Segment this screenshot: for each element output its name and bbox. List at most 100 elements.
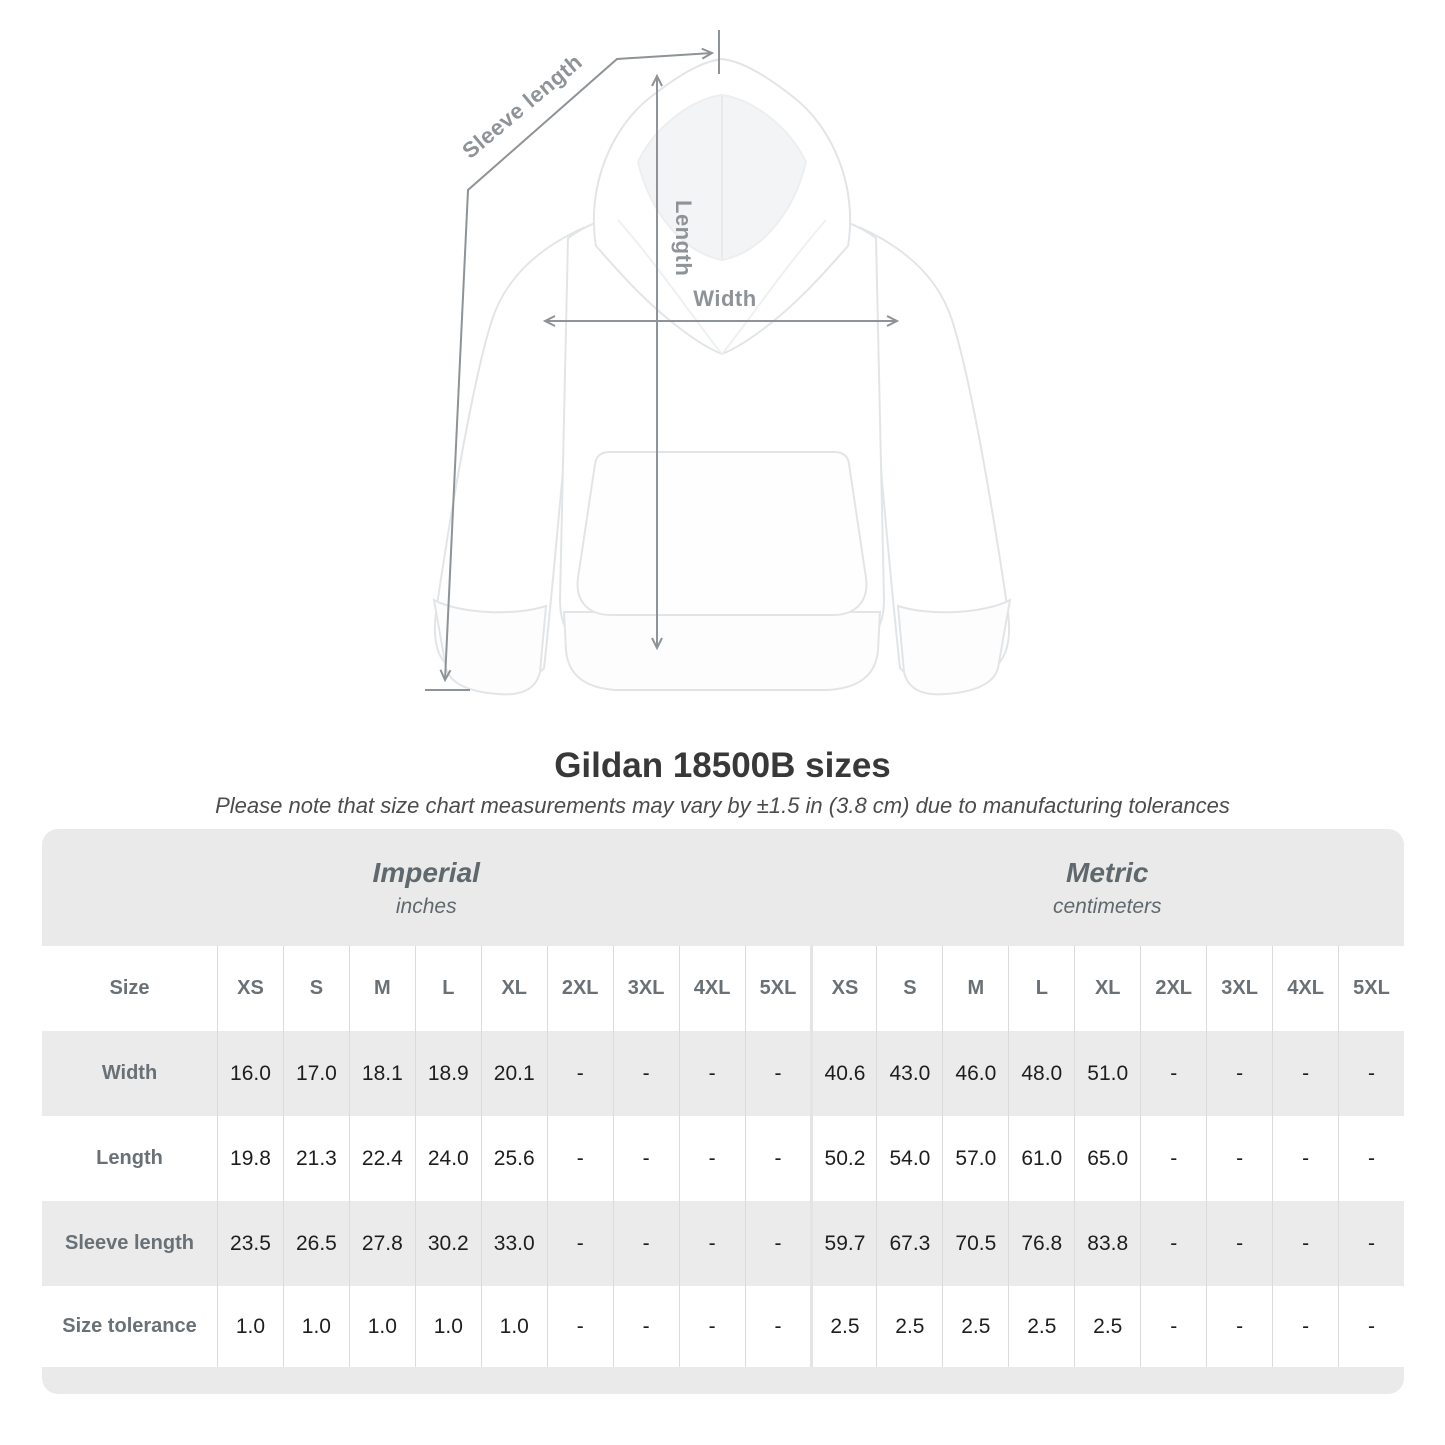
- cell-width-imperial-m: 18.1: [348, 1031, 415, 1116]
- cell-size-tolerance-metric-4xl: -: [1272, 1286, 1338, 1367]
- cell-sleeve-length-metric-l: 76.8: [1008, 1201, 1074, 1286]
- cell-size-tolerance-imperial-s: 1.0: [282, 1286, 349, 1367]
- cell-size-tolerance-imperial-xl: 1.0: [480, 1286, 547, 1367]
- cell-length-metric-m: 57.0: [942, 1116, 1008, 1201]
- cell-sleeve-length-metric-4xl: -: [1272, 1201, 1338, 1286]
- cell-sleeve-length-metric-3xl: -: [1206, 1201, 1272, 1286]
- cell-length-imperial-2xl: -: [546, 1116, 613, 1201]
- cell-length-imperial-l: 24.0: [414, 1116, 481, 1201]
- row-label-sleeve-length: Sleeve length: [65, 1232, 194, 1254]
- cell-width-metric-xs: 40.6: [810, 1031, 876, 1116]
- size-header-metric-m: M: [942, 946, 1008, 1031]
- table-row-size-tolerance: Size tolerance 1.0 1.0 1.0 1.0 1.0- - - -2.5 2.5 2…: [42, 1286, 1404, 1367]
- cell-length-metric-xs: 50.2: [810, 1116, 876, 1201]
- cell-length-imperial-s: 21.3: [282, 1116, 349, 1201]
- cell-width-metric-4xl: -: [1272, 1031, 1338, 1116]
- cell-size-tolerance-imperial-m: 1.0: [348, 1286, 415, 1367]
- size-header-metric-2xl: 2XL: [1140, 946, 1206, 1031]
- cell-length-imperial-3xl: -: [612, 1116, 679, 1201]
- cell-size-tolerance-metric-m: 2.5: [942, 1286, 1008, 1367]
- metric-sublabel: centimeters: [1052, 894, 1162, 918]
- cell-sleeve-length-metric-2xl: -: [1140, 1201, 1206, 1286]
- size-header-imperial-5xl: 5XL: [744, 946, 811, 1031]
- row-label-length: Length: [96, 1147, 163, 1169]
- row-label-width: Width: [101, 1062, 158, 1084]
- cell-width-imperial-l: 18.9: [414, 1031, 481, 1116]
- table-row-length: Length 19.8 21.3 22.4 24.0 25.6- - - -50.2 54.0 57…: [42, 1116, 1404, 1201]
- cell-width-metric-s: 43.0: [876, 1031, 942, 1116]
- cell-sleeve-length-metric-m: 70.5: [942, 1201, 1008, 1286]
- hoodie-shape: [432, 57, 1012, 696]
- cell-sleeve-length-imperial-5xl: -: [744, 1201, 811, 1286]
- width-arrow-label: Width: [693, 286, 756, 311]
- cell-sleeve-length-metric-5xl: -: [1338, 1201, 1404, 1286]
- size-header-metric-xs: XS: [810, 946, 876, 1031]
- cell-sleeve-length-imperial-3xl: -: [612, 1201, 679, 1286]
- measurement-arrows: [425, 30, 900, 691]
- size-header-row: Size XS S M L XL 2XL 3XL 4XL 5XL XS S M L XL 2XL 3XL 4XL…: [42, 946, 1404, 1031]
- sleeve-length-arrow: [439, 47, 715, 683]
- size-header-metric-5xl: 5XL: [1338, 946, 1404, 1031]
- length-arrow-label: Length: [671, 200, 696, 276]
- cell-size-tolerance-metric-3xl: -: [1206, 1286, 1272, 1367]
- cell-sleeve-length-metric-xs: 59.7: [810, 1201, 876, 1286]
- size-header-imperial-m: M: [348, 946, 415, 1031]
- cell-width-metric-m: 46.0: [942, 1031, 1008, 1116]
- cell-width-imperial-s: 17.0: [282, 1031, 349, 1116]
- cell-length-metric-3xl: -: [1206, 1116, 1272, 1201]
- cell-width-imperial-3xl: -: [612, 1031, 679, 1116]
- size-header-metric-3xl: 3XL: [1206, 946, 1272, 1031]
- size-header-metric-s: S: [876, 946, 942, 1031]
- size-header-imperial-3xl: 3XL: [612, 946, 679, 1031]
- unit-header-row: Imperial inches Metric centimeters: [42, 829, 1404, 946]
- cell-length-metric-xl: 65.0: [1074, 1116, 1140, 1201]
- unit-group-metric: Metric centimeters: [811, 829, 1405, 946]
- cell-length-imperial-xl: 25.6: [480, 1116, 547, 1201]
- cell-size-tolerance-imperial-2xl: -: [546, 1286, 613, 1367]
- cell-width-imperial-2xl: -: [546, 1031, 613, 1116]
- cell-size-tolerance-metric-s: 2.5: [876, 1286, 942, 1367]
- cell-size-tolerance-metric-xl: 2.5: [1074, 1286, 1140, 1367]
- cell-size-tolerance-metric-l: 2.5: [1008, 1286, 1074, 1367]
- metric-label: Metric: [1066, 856, 1149, 888]
- cell-sleeve-length-imperial-2xl: -: [546, 1201, 613, 1286]
- size-header-imperial-s: S: [282, 946, 349, 1031]
- cell-size-tolerance-imperial-5xl: -: [744, 1286, 811, 1367]
- cell-size-tolerance-imperial-xs: 1.0: [217, 1286, 283, 1367]
- cell-length-imperial-m: 22.4: [348, 1116, 415, 1201]
- cell-length-metric-5xl: -: [1338, 1116, 1404, 1201]
- cell-size-tolerance-imperial-4xl: -: [678, 1286, 745, 1367]
- cell-sleeve-length-imperial-4xl: -: [678, 1201, 745, 1286]
- imperial-sublabel: inches: [395, 894, 457, 918]
- cell-length-metric-2xl: -: [1140, 1116, 1206, 1201]
- cell-sleeve-length-metric-xl: 83.8: [1074, 1201, 1140, 1286]
- cell-size-tolerance-imperial-l: 1.0: [414, 1286, 481, 1367]
- table-row-sleeve-length: Sleeve length 23.5 26.5 27.8 30.2 33.0- - - -59.…: [42, 1201, 1404, 1286]
- cell-length-imperial-xs: 19.8: [217, 1116, 283, 1201]
- page-title: Gildan 18500B sizes: [554, 746, 891, 785]
- cell-sleeve-length-imperial-l: 30.2: [414, 1201, 481, 1286]
- page-subtitle: Please note that size chart measurements…: [215, 793, 1230, 818]
- cell-width-metric-2xl: -: [1140, 1031, 1206, 1116]
- cell-width-metric-xl: 51.0: [1074, 1031, 1140, 1116]
- cell-sleeve-length-imperial-xl: 33.0: [480, 1201, 547, 1286]
- cell-size-tolerance-imperial-3xl: -: [612, 1286, 679, 1367]
- size-table: Imperial inches Metric centimeters Size …: [42, 829, 1404, 1394]
- cell-width-metric-3xl: -: [1206, 1031, 1272, 1116]
- cell-size-tolerance-metric-2xl: -: [1140, 1286, 1206, 1367]
- row-label-size-tolerance: Size tolerance: [62, 1315, 197, 1337]
- size-column-title: Size: [109, 977, 150, 999]
- cell-width-imperial-4xl: -: [678, 1031, 745, 1116]
- size-header-metric-l: L: [1008, 946, 1074, 1031]
- cell-sleeve-length-metric-s: 67.3: [876, 1201, 942, 1286]
- size-header-metric-xl: XL: [1074, 946, 1140, 1031]
- cell-size-tolerance-metric-xs: 2.5: [810, 1286, 876, 1367]
- size-header-imperial-2xl: 2XL: [546, 946, 613, 1031]
- imperial-label: Imperial: [372, 856, 480, 888]
- cell-size-tolerance-metric-5xl: -: [1338, 1286, 1404, 1367]
- cell-length-metric-s: 54.0: [876, 1116, 942, 1201]
- size-header-imperial-xl: XL: [480, 946, 547, 1031]
- size-header-metric-4xl: 4XL: [1272, 946, 1338, 1031]
- cell-width-imperial-5xl: -: [744, 1031, 811, 1116]
